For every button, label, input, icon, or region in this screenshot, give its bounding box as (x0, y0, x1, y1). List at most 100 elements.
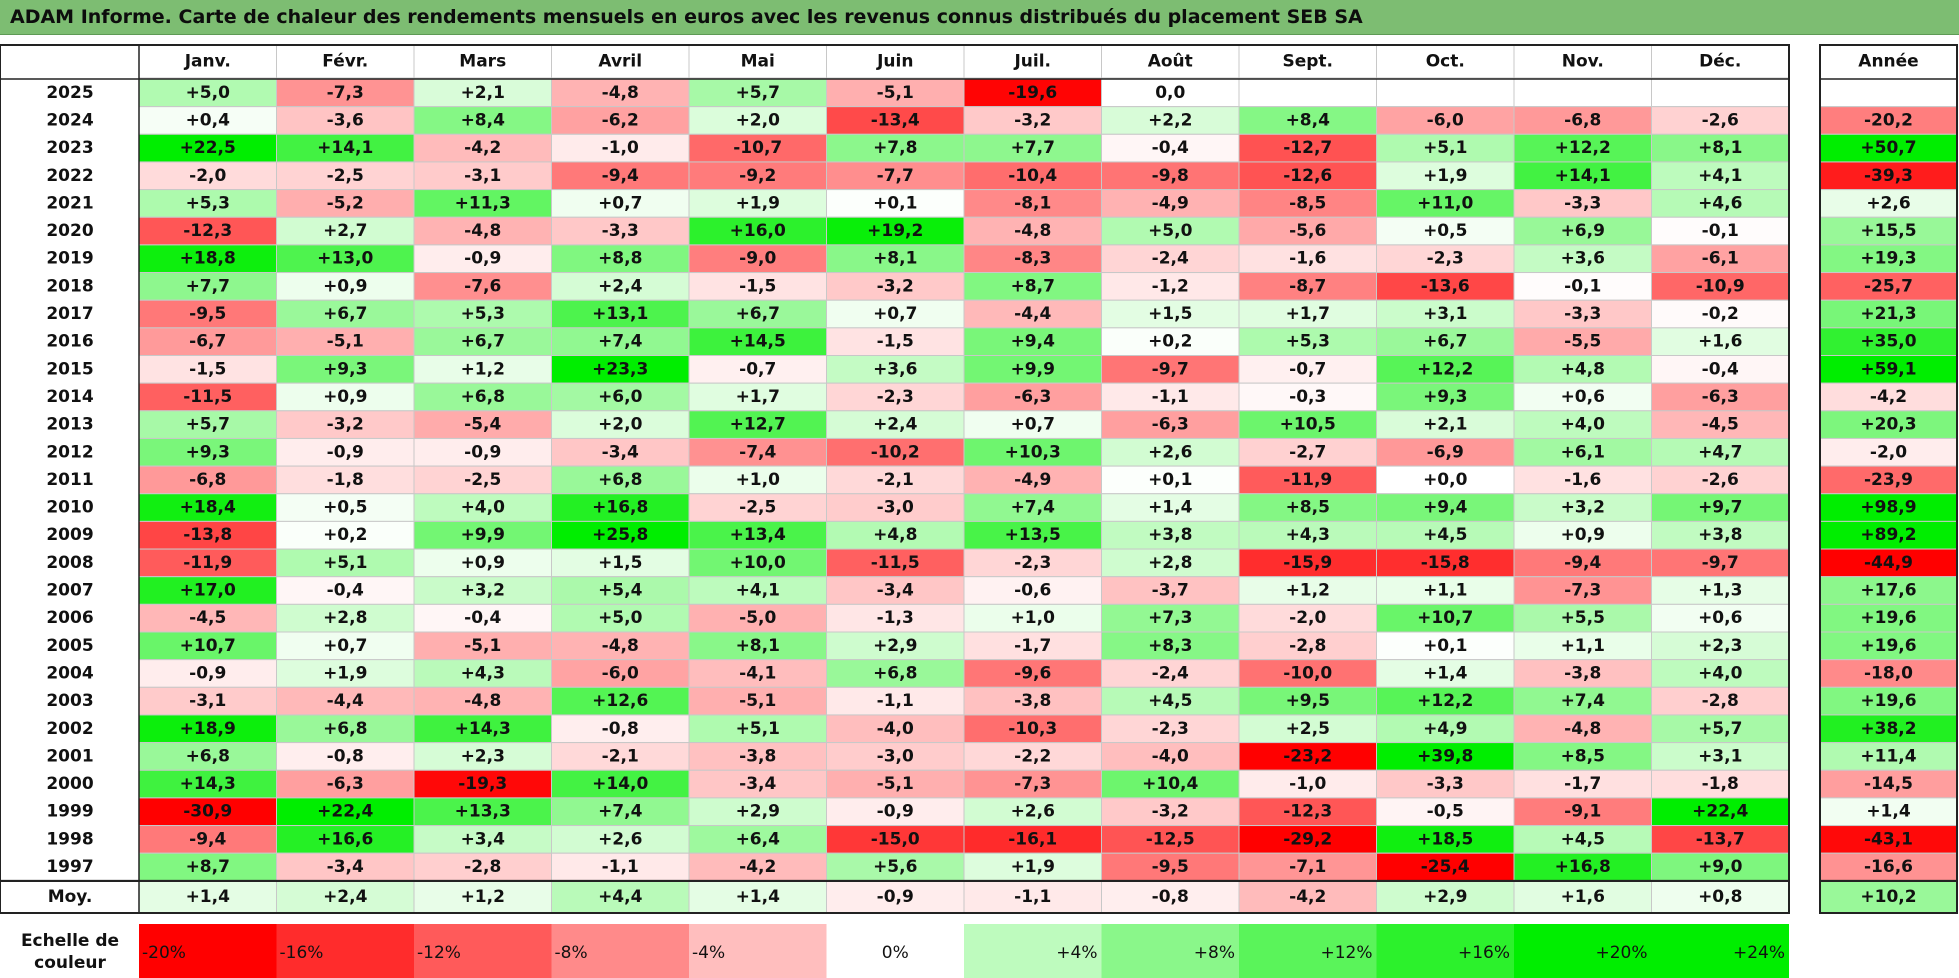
cell-value: -19,3 (458, 774, 507, 794)
average-cell (551, 880, 690, 914)
month-header-label: Avril (598, 52, 642, 72)
heatmap-cell (276, 686, 415, 716)
heatmap-cell (1376, 493, 1515, 522)
heatmap-cell (276, 244, 415, 274)
cell-value: +0,2 (323, 525, 367, 545)
cell-value: +6,7 (323, 304, 367, 324)
cell-value: +9,4 (1011, 332, 1056, 352)
average-value: -0,8 (1152, 887, 1189, 907)
cell-value: -4,8 (1564, 719, 1601, 739)
heatmap-cell (138, 465, 277, 495)
year-label: 2024 (46, 110, 93, 130)
heatmap-cell (826, 244, 965, 274)
cell-value: +7,4 (1561, 691, 1606, 711)
heatmap-cell (413, 603, 552, 633)
cell-value: +8,4 (1286, 110, 1331, 130)
heatmap-cell (138, 742, 277, 771)
heatmap-cell (1651, 631, 1790, 661)
cell-value: +13,4 (730, 525, 786, 545)
cell-value: +4,9 (1423, 719, 1467, 739)
heatmap-cell (826, 299, 965, 329)
heatmap-cell (413, 493, 552, 522)
heatmap-cell (963, 603, 1102, 633)
year-label: 2022 (46, 166, 93, 186)
cell-value: +9,0 (1698, 857, 1743, 877)
cell-value: +5,7 (186, 415, 230, 435)
cell-value: -1,7 (1014, 636, 1051, 656)
cell-value: +5,3 (186, 193, 230, 213)
cell-value: -1,7 (1564, 774, 1601, 794)
heatmap-cell (826, 797, 965, 827)
cell-value: -1,5 (877, 332, 914, 352)
average-value: -0,9 (877, 887, 914, 907)
cell-value: +4,0 (1561, 415, 1606, 435)
cell-value: -2,0 (1289, 608, 1326, 628)
heatmap-cell (413, 189, 552, 218)
cell-value: +9,9 (1011, 359, 1055, 379)
heatmap-cell (276, 382, 415, 412)
legend-swatch (689, 924, 827, 978)
heatmap-cell (276, 216, 415, 246)
heatmap-cell (1513, 161, 1652, 191)
cell-value: -2,7 (1289, 442, 1326, 462)
cell-value: -12,3 (183, 221, 232, 241)
cell-value: -12,3 (1283, 802, 1332, 822)
cell-value: +10,7 (180, 636, 236, 656)
cell-value: -3,4 (739, 774, 776, 794)
year-label: 2006 (46, 608, 93, 628)
cell-value: +5,1 (736, 719, 780, 739)
heatmap-cell (1101, 603, 1240, 633)
year-label: 2021 (46, 193, 93, 213)
cell-value: +3,8 (1148, 525, 1192, 545)
heatmap-cell (276, 825, 415, 854)
heatmap-cell (138, 769, 277, 799)
cell-value: +9,7 (1698, 498, 1742, 518)
heatmap-cell (1376, 825, 1515, 854)
cell-value: +7,4 (598, 802, 643, 822)
heatmap-cell (963, 576, 1102, 605)
legend-step-label: +12% (1320, 943, 1372, 963)
legend-swatch (964, 924, 1102, 978)
cell-value: +10,0 (730, 553, 786, 573)
cell-value: -2,3 (877, 387, 914, 407)
cell-value: +14,0 (592, 774, 648, 794)
cell-value: -5,1 (877, 774, 914, 794)
heatmap-cell (1513, 410, 1652, 439)
cell-value: -10,4 (1008, 166, 1057, 186)
cell-value: +2,3 (1698, 636, 1742, 656)
heatmap-cell (1513, 437, 1652, 467)
cell-value: -4,8 (464, 691, 501, 711)
cell-value: +0,7 (873, 304, 917, 324)
cell-value: +2,0 (598, 415, 643, 435)
annual-value: +19,3 (1860, 249, 1916, 269)
cell-value: -7,3 (1564, 581, 1601, 601)
heatmap-cell (963, 797, 1102, 827)
heatmap-cell (688, 520, 827, 550)
cell-value: -9,8 (1152, 166, 1189, 186)
heatmap-cell (276, 299, 415, 329)
average-label: Moy. (48, 887, 93, 907)
heatmap-cell (1513, 133, 1652, 163)
cell-value: +18,4 (180, 498, 236, 518)
cell-value: -3,3 (602, 221, 639, 241)
cell-value: +6,8 (323, 719, 367, 739)
cell-value: -15,9 (1283, 553, 1332, 573)
cell-value: +19,2 (867, 221, 923, 241)
heatmap-cell (963, 548, 1102, 578)
title-bar: ADAM Informe. Carte de chaleur des rende… (0, 0, 1959, 35)
heatmap-cell (1238, 272, 1377, 301)
cell-value: -4,0 (1152, 746, 1189, 766)
heatmap-cell (826, 327, 965, 357)
heatmap-cell (1651, 161, 1790, 191)
cell-value: -2,1 (877, 470, 914, 490)
cell-value: -29,2 (1283, 829, 1332, 849)
cell-value: +7,4 (1011, 498, 1056, 518)
heatmap-cell (551, 576, 690, 605)
cell-value: -4,1 (739, 663, 776, 683)
cell-value: +14,3 (455, 719, 511, 739)
cell-value: +7,8 (873, 138, 917, 158)
heatmap-cell (276, 327, 415, 357)
heatmap-cell (276, 659, 415, 688)
cell-value: -0,9 (464, 249, 501, 269)
heatmap-cell (1376, 520, 1515, 550)
